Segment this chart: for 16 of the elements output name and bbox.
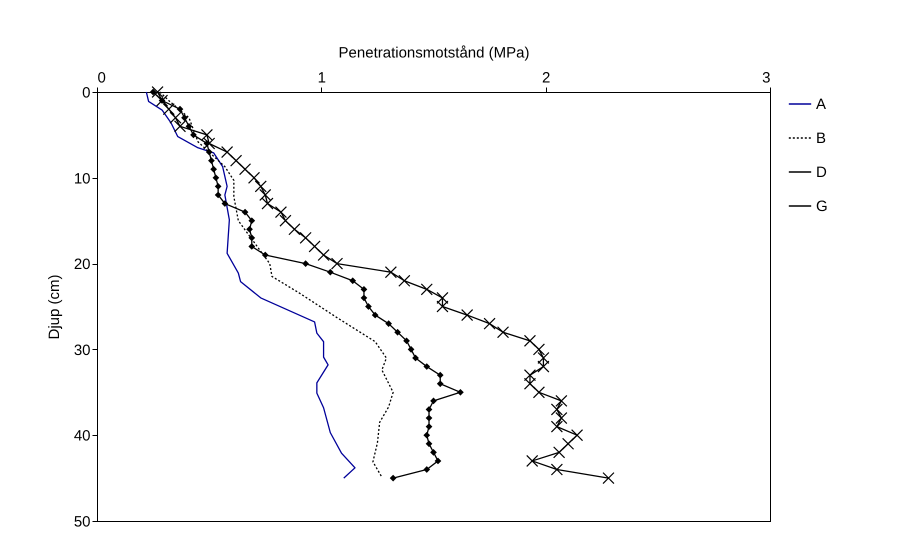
y-tick-label: 20 xyxy=(74,256,90,274)
legend-label: G xyxy=(816,198,828,215)
y-axis-title: Djup (cm) xyxy=(46,274,63,340)
legend-label: B xyxy=(816,130,826,147)
legend-label: A xyxy=(816,96,826,113)
y-tick-label: 10 xyxy=(74,170,90,188)
x-tick-label: 0 xyxy=(98,70,106,86)
x-axis-title: Penetrationsmotstånd (MPa) xyxy=(338,44,530,62)
y-tick-label: 30 xyxy=(74,342,90,359)
x-tick-label: 1 xyxy=(318,70,326,86)
x-tick-label: 3 xyxy=(762,70,770,86)
y-tick-label: 0 xyxy=(82,84,90,102)
y-tick-label: 40 xyxy=(74,428,90,445)
legend-label: D xyxy=(816,164,827,181)
x-tick-label: 2 xyxy=(542,70,550,86)
y-tick-label: 50 xyxy=(74,514,90,530)
